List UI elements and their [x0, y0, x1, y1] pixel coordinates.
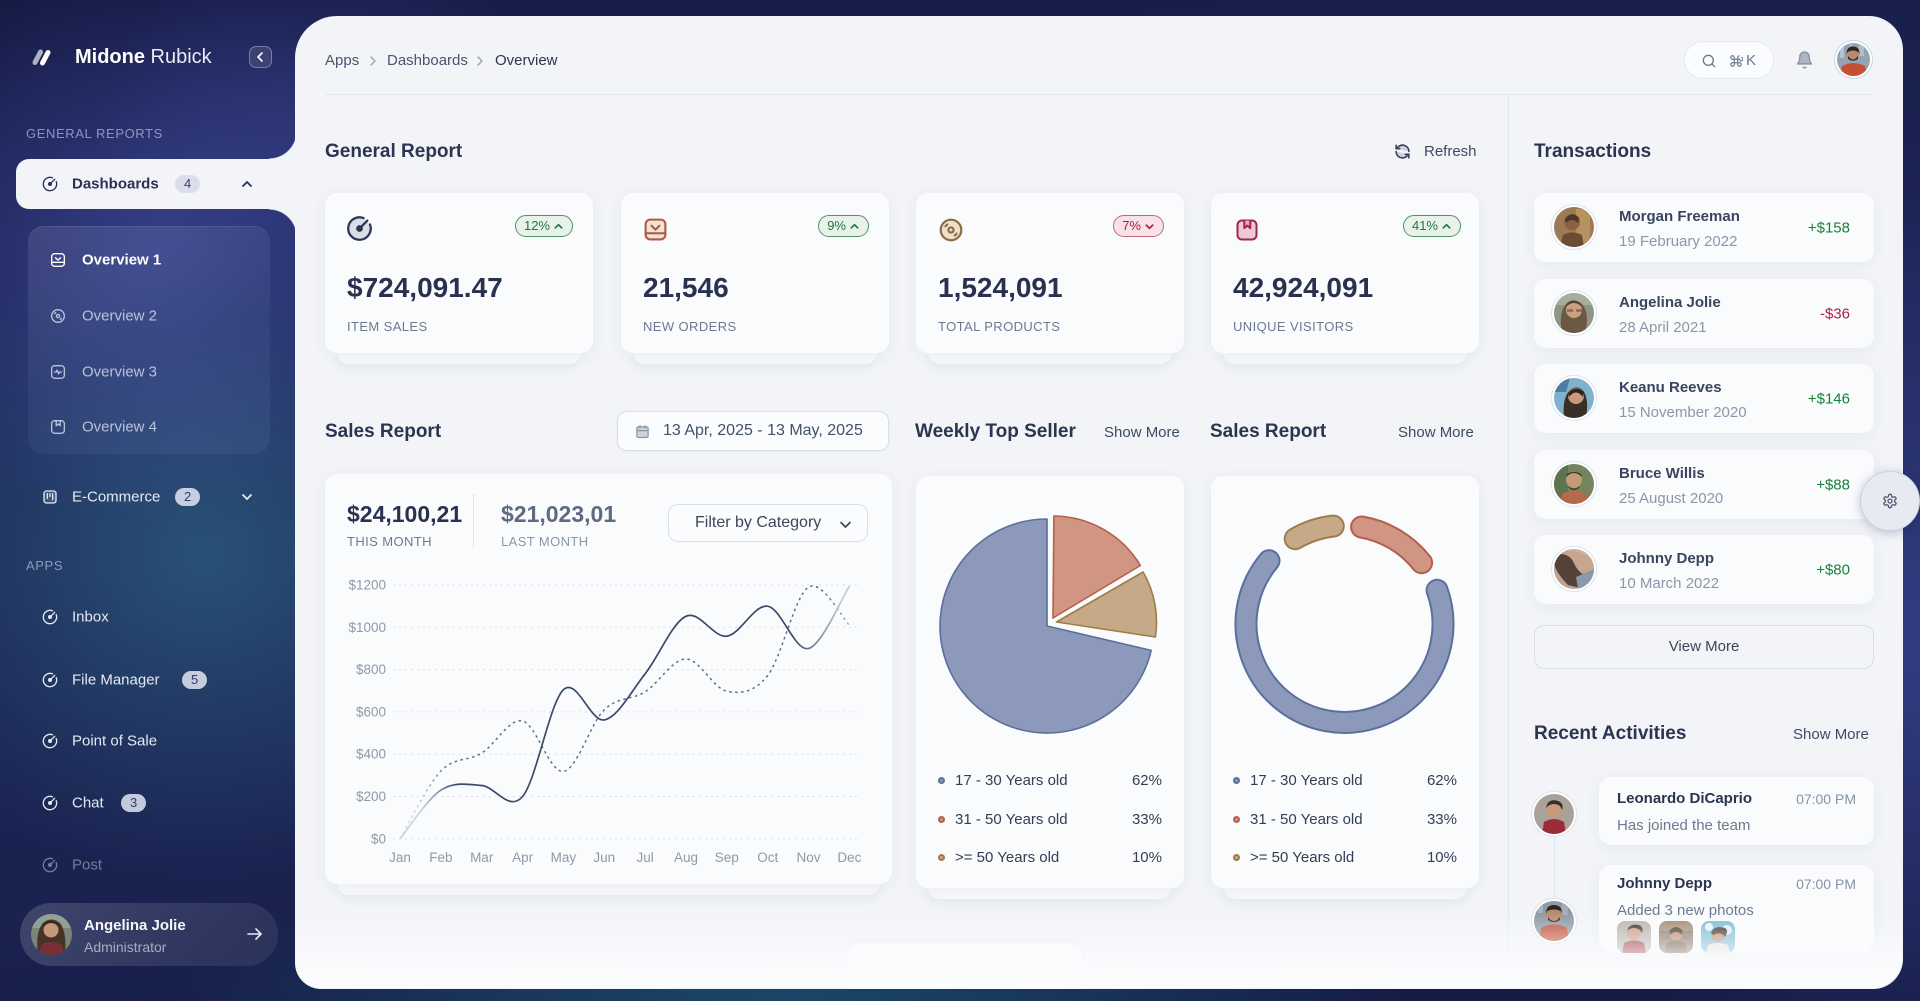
svg-text:Nov: Nov	[796, 850, 820, 865]
svg-text:$1200: $1200	[348, 578, 386, 593]
svg-text:Jul: Jul	[636, 850, 653, 865]
svg-text:Mar: Mar	[470, 850, 494, 865]
svg-text:$0: $0	[371, 831, 386, 846]
svg-text:Sep: Sep	[715, 850, 739, 865]
svg-text:Jun: Jun	[593, 850, 615, 865]
svg-text:Feb: Feb	[429, 850, 452, 865]
svg-text:Aug: Aug	[674, 850, 698, 865]
svg-text:Jan: Jan	[389, 850, 411, 865]
svg-text:Oct: Oct	[757, 850, 778, 865]
svg-text:May: May	[551, 850, 577, 865]
svg-text:Dec: Dec	[837, 850, 861, 865]
svg-text:$600: $600	[356, 704, 386, 719]
svg-text:$200: $200	[356, 789, 386, 804]
svg-text:$400: $400	[356, 747, 386, 762]
svg-text:Apr: Apr	[512, 850, 534, 865]
svg-text:$800: $800	[356, 662, 386, 677]
svg-text:$1000: $1000	[348, 620, 386, 635]
